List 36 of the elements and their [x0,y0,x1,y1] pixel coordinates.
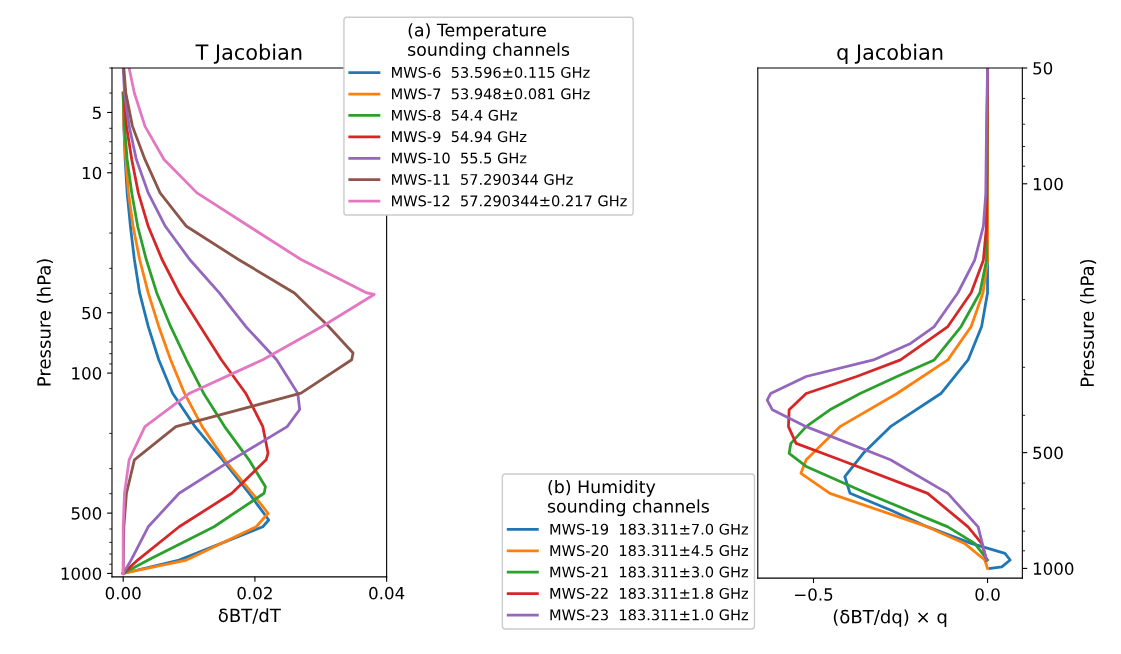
x-axis-title: (δBT/dq) × q [833,609,947,628]
line-series [121,68,302,575]
x-tick-label: 0.00 [105,586,141,600]
y-tick-label: 500 [71,507,102,520]
legend-label: MWS-7 53.948±0.081 GHz [392,88,590,100]
x-tick-label: 0.0 [975,588,1000,601]
legend-label: MWS-9 54.94 GHz [392,131,527,143]
y-tick-label: 1000 [61,567,102,580]
legend-label: MWS-11 57.290344 GHz [392,173,573,185]
x-tick-label: 0.02 [237,586,272,600]
y-tick-label: 5 [92,106,101,120]
x-axis-title: δBT/dT [218,608,281,624]
y2-axis-title: Pressure (hPa) [1080,259,1097,387]
chart-title: T Jacobian [195,43,302,64]
legend-label: MWS-20 183.311±4.5 GHz [550,545,749,557]
legend-label: MWS-19 183.311±7.0 GHz [550,523,749,535]
y-tick-label: 50 [82,306,102,320]
y2-tick-label: 50 [1033,61,1053,75]
legend-label: MWS-8 54.4 GHz [392,109,518,121]
legend-title: (b) Humidity sounding channels [547,479,709,517]
y-axis-title: Pressure (hPa) [36,259,53,386]
legend-label: MWS-22 183.311±1.8 GHz [550,587,749,599]
y2-tick-label: 100 [1033,177,1063,191]
legend-label: MWS-12 57.290344±0.217 GHz [392,195,627,207]
x-tick-label: 0.04 [369,586,405,600]
legend-label: MWS-6 53.596±0.115 GHz [392,66,590,78]
x-tick-label: −0.5 [795,588,833,601]
chart-title: q Jacobian [837,43,943,65]
legend-label: MWS-10 55.5 GHz [392,152,527,164]
legend-label: MWS-23 183.311±1.0 GHz [550,609,749,621]
y2-tick-label: 500 [1033,446,1063,460]
y2-tick-label: 1000 [1033,562,1074,575]
legend-label: MWS-21 183.311±3.0 GHz [550,566,749,578]
y-tick-label: 10 [82,166,102,180]
y-tick-label: 100 [72,367,102,380]
legend-title: (a) Temperature sounding channels [408,23,570,60]
